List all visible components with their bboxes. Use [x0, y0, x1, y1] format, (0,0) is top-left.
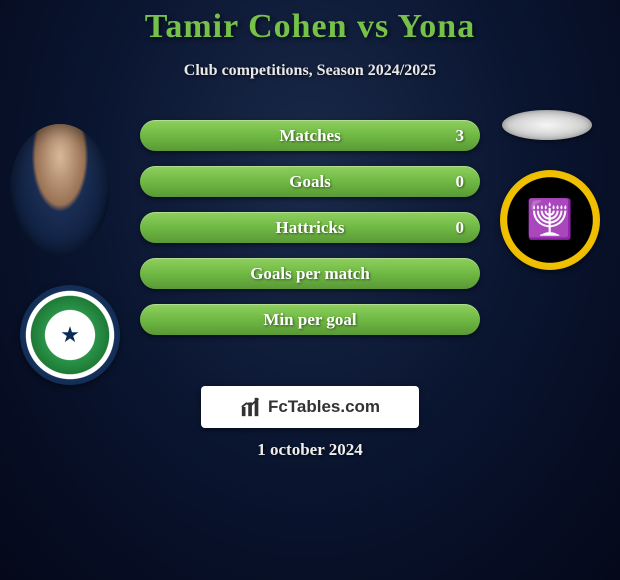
stat-value: 3: [456, 120, 465, 151]
stat-value: 0: [456, 212, 465, 243]
stat-label: Goals: [140, 166, 480, 197]
stat-label: Min per goal: [140, 304, 480, 335]
stat-row-goals: Goals 0: [140, 166, 480, 197]
brand-badge[interactable]: FcTables.com: [201, 386, 419, 428]
bar-chart-icon: [240, 396, 262, 418]
stat-row-matches: Matches 3: [140, 120, 480, 151]
club-left-crest: [20, 285, 120, 385]
stat-row-hattricks: Hattricks 0: [140, 212, 480, 243]
player-left-avatar: [10, 124, 110, 254]
menorah-icon: 🕎: [526, 201, 573, 239]
stat-row-goals-per-match: Goals per match: [140, 258, 480, 289]
club-right-crest: 🕎: [500, 170, 600, 270]
season-subtitle: Club competitions, Season 2024/2025: [0, 62, 620, 80]
stat-value: 0: [456, 166, 465, 197]
snapshot-date: 1 october 2024: [0, 440, 620, 460]
brand-text: FcTables.com: [268, 397, 380, 417]
stat-label: Hattricks: [140, 212, 480, 243]
stat-label: Matches: [140, 120, 480, 151]
stat-row-min-per-goal: Min per goal: [140, 304, 480, 335]
page-title: Tamir Cohen vs Yona: [0, 8, 620, 46]
stat-bars: Matches 3 Goals 0 Hattricks 0 Goals per …: [140, 120, 480, 350]
stat-label: Goals per match: [140, 258, 480, 289]
player-right-avatar: [502, 110, 592, 140]
